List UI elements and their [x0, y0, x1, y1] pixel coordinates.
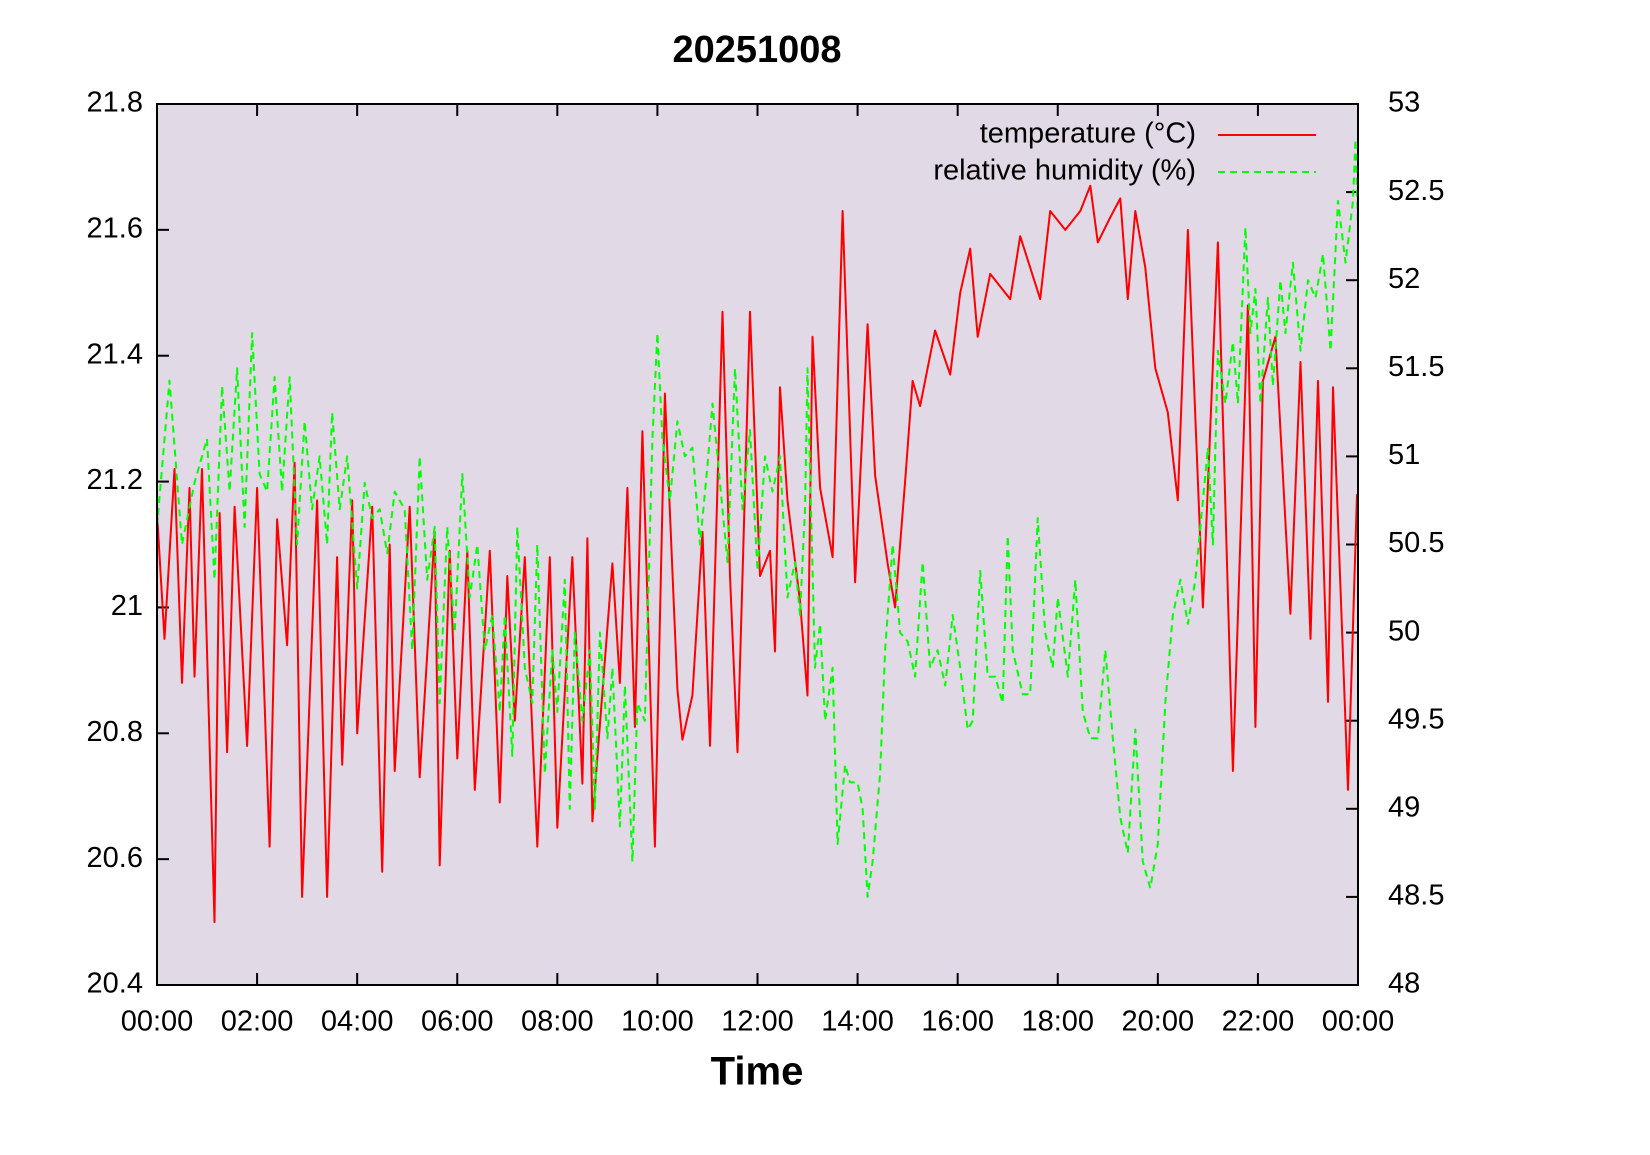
y2-tick-label: 52.5 [1388, 175, 1444, 207]
y-tick-label: 21.2 [87, 464, 143, 496]
x-tick-label: 10:00 [621, 1006, 694, 1038]
x-tick-label: 00:00 [1322, 1006, 1395, 1038]
y2-tick-label: 51.5 [1388, 351, 1444, 383]
y2-tick-label: 48 [1388, 968, 1420, 1000]
legend-label: relative humidity (%) [933, 155, 1196, 187]
x-axis-label: Time [711, 1050, 804, 1094]
x-tick-label: 18:00 [1021, 1006, 1094, 1038]
y-tick-label: 20.4 [87, 968, 143, 1000]
y2-tick-label: 52 [1388, 263, 1420, 295]
legend-label: temperature (°C) [980, 118, 1196, 150]
x-tick-label: 00:00 [121, 1006, 194, 1038]
series-line [156, 184, 1358, 924]
plot-frame [156, 103, 1359, 986]
y2-tick-label: 49.5 [1388, 703, 1444, 735]
y-tick-label: 21.8 [87, 87, 143, 119]
y-tick-label: 20.6 [87, 842, 143, 874]
x-tick-label: 16:00 [921, 1006, 994, 1038]
x-tick-label: 02:00 [221, 1006, 294, 1038]
x-tick-label: 04:00 [321, 1006, 394, 1038]
x-tick-label: 12:00 [721, 1006, 794, 1038]
chart-title: 20251008 [672, 29, 841, 71]
x-tick-label: 06:00 [421, 1006, 494, 1038]
y2-tick-label: 48.5 [1388, 880, 1444, 912]
y-tick-label: 21.4 [87, 338, 143, 370]
x-tick-label: 20:00 [1122, 1006, 1195, 1038]
y2-tick-label: 50.5 [1388, 527, 1444, 559]
series-line [156, 138, 1359, 898]
y2-tick-label: 49 [1388, 791, 1420, 823]
y-tick-label: 21 [111, 590, 143, 622]
y2-tick-label: 50 [1388, 615, 1420, 647]
y2-tick-label: 53 [1388, 87, 1420, 119]
plot-background [157, 104, 1358, 985]
x-tick-label: 08:00 [521, 1006, 594, 1038]
y-tick-label: 21.6 [87, 213, 143, 245]
x-tick-label: 22:00 [1222, 1006, 1295, 1038]
y2-tick-label: 51 [1388, 439, 1420, 471]
x-tick-label: 14:00 [821, 1006, 894, 1038]
y-tick-label: 20.8 [87, 716, 143, 748]
